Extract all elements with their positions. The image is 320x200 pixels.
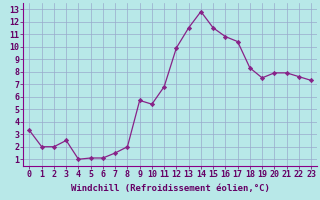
X-axis label: Windchill (Refroidissement éolien,°C): Windchill (Refroidissement éolien,°C) (71, 184, 270, 193)
